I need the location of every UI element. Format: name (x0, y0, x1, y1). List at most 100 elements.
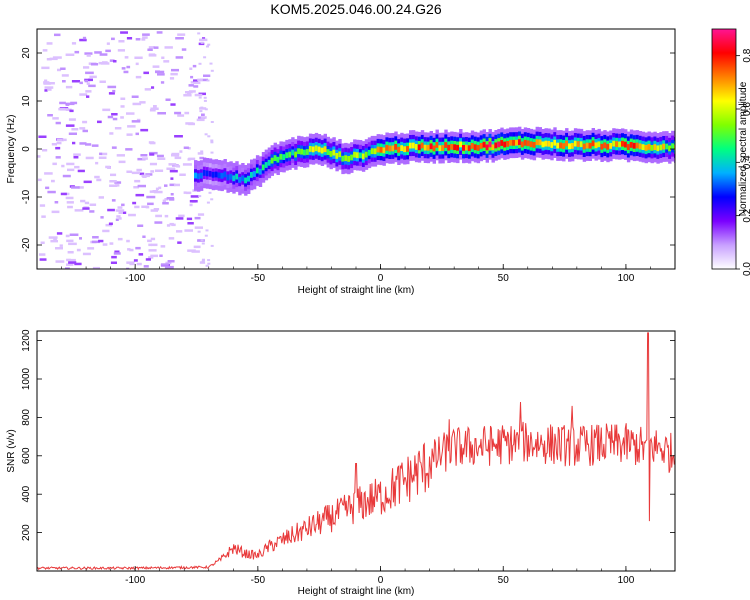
heatmap-noise-cell (99, 53, 108, 56)
heatmap-noise-cell (135, 38, 141, 41)
heatmap-noise-cell (62, 174, 71, 178)
heatmap-noise-cell (149, 151, 158, 155)
heatmap-ridge-cell (565, 140, 569, 147)
heatmap-ridge-cell (626, 144, 631, 150)
heatmap-noise-cell (131, 171, 140, 175)
heatmap-noise-cell (129, 262, 135, 266)
heatmap-ridge-cell (647, 144, 651, 150)
heatmap-ridge-cell (376, 146, 380, 153)
heatmap-noise-cell (183, 191, 187, 194)
heatmap-ridge-cell (465, 144, 469, 151)
heatmap-noise-cell (140, 128, 149, 132)
heatmap-noise-cell (186, 92, 191, 96)
heatmap-noise-cell (114, 250, 120, 253)
heatmap-noise-cell (155, 187, 159, 191)
heatmap-noise-cell (137, 157, 146, 161)
heatmap-ridge-cell (409, 142, 413, 149)
heatmap-noise-cell (49, 57, 58, 61)
heatmap-noise-cell (197, 152, 204, 155)
heatmap-ridge-cell (379, 146, 383, 153)
heatmap-ridge-cell (585, 142, 590, 149)
heatmap-noise-cell (79, 93, 88, 96)
heatmap-ridge-cell (476, 145, 481, 151)
heatmap-ridge-cell (526, 140, 531, 147)
heatmap-noise-cell (136, 168, 142, 172)
heatmap-noise-cell (152, 190, 158, 193)
heatmap-ridge-cell (267, 159, 272, 166)
heatmap-noise-cell (177, 241, 182, 244)
heatmap-noise-cell (147, 202, 154, 206)
heatmap-noise-cell (197, 78, 203, 82)
heatmap-noise-cell (162, 202, 169, 205)
y-tick-label: -20 (21, 237, 32, 252)
heatmap-noise-cell (153, 46, 159, 49)
heatmap-ridge-cell (317, 146, 322, 153)
heatmap-noise-cell (175, 37, 184, 40)
heatmap-noise-cell (98, 239, 104, 243)
heatmap-noise-cell (91, 240, 100, 244)
heatmap-ridge-cell (609, 143, 613, 149)
heatmap-noise-cell (105, 223, 113, 227)
heatmap-ridge-cell (417, 144, 422, 151)
heatmap-noise-cell (185, 91, 193, 94)
heatmap-noise-cell (44, 89, 48, 92)
heatmap-noise-cell (199, 38, 208, 42)
heatmap-ridge-cell (353, 151, 357, 158)
heatmap-noise-cell (110, 261, 117, 264)
heatmap-noise-cell (147, 48, 153, 51)
heatmap-noise-cell (174, 111, 182, 115)
heatmap-noise-cell (123, 211, 126, 214)
heatmap-noise-cell (194, 216, 201, 220)
heatmap-noise-cell (79, 81, 83, 85)
heatmap-ridge-cell (411, 142, 416, 149)
heatmap-noise-cell (126, 267, 130, 269)
heatmap-noise-cell (198, 96, 202, 99)
heatmap-noise-cell (157, 157, 166, 160)
heatmap-ridge-cell (314, 145, 319, 152)
heatmap-ridge-cell (332, 149, 336, 156)
heatmap-ridge-cell (529, 141, 534, 148)
heatmap-noise-cell (157, 112, 166, 115)
heatmap-noise-cell (85, 71, 94, 75)
heatmap-ridge-cell (385, 144, 389, 151)
heatmap-noise-cell (53, 237, 57, 241)
heatmap-ridge-cell (356, 152, 360, 159)
heatmap-noise-cell (151, 243, 158, 247)
heatmap-noise-cell (200, 41, 204, 44)
heatmap-noise-cell (149, 109, 156, 112)
heatmap-noise-cell (52, 117, 59, 120)
heatmap-cells (37, 31, 675, 269)
heatmap-noise-cell (142, 157, 148, 160)
heatmap-noise-cell (175, 56, 184, 59)
heatmap-noise-cell (74, 209, 84, 212)
y-tick-label: 1000 (21, 367, 32, 390)
heatmap-noise-cell (126, 112, 135, 115)
heatmap-ridge-cell (650, 145, 654, 151)
heatmap-noise-cell (164, 214, 169, 218)
heatmap-noise-cell (135, 246, 141, 250)
heatmap-noise-cell (73, 153, 81, 156)
heatmap-ridge-cell (320, 147, 325, 154)
heatmap-noise-cell (169, 183, 176, 187)
heatmap-ridge-cell (582, 143, 587, 150)
heatmap-noise-cell (182, 163, 192, 166)
heatmap-noise-cell (68, 118, 76, 121)
heatmap-ridge-cell (544, 140, 548, 147)
heatmap-noise-cell (196, 118, 205, 122)
heatmap-ridge-cell (635, 142, 640, 149)
heatmap-noise-cell (125, 148, 133, 151)
heatmap-noise-cell (210, 139, 214, 142)
heatmap-noise-cell (142, 175, 147, 178)
heatmap-noise-cell (51, 179, 55, 183)
colorbar-label: Normalized spectral amplitude (738, 81, 749, 216)
heatmap-noise-cell (47, 114, 53, 117)
heatmap-ridge-cell (532, 142, 537, 148)
heatmap-ridge-cell (211, 171, 216, 178)
heatmap-noise-cell (44, 79, 48, 82)
heatmap-noise-cell (112, 117, 118, 121)
x-tick-label: 50 (498, 273, 510, 284)
x-tick-label: -100 (125, 273, 145, 284)
heatmap-noise-cell (66, 162, 75, 166)
heatmap-noise-cell (203, 96, 207, 99)
heatmap-noise-cell (111, 255, 117, 259)
